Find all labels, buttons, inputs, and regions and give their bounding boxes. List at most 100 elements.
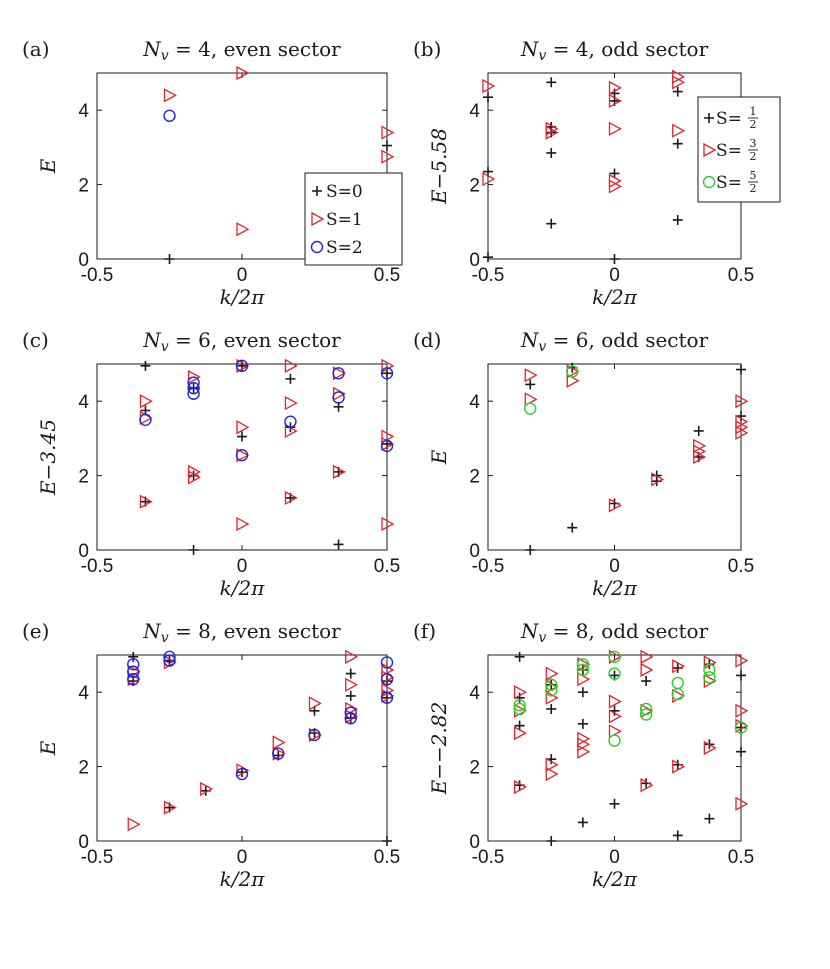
triangle-marker-icon bbox=[311, 211, 325, 227]
y-tick-label: 2 bbox=[78, 176, 89, 197]
data-point-plus bbox=[577, 687, 588, 698]
panel-title: Nv = 6, odd sector bbox=[520, 328, 709, 355]
data-point-triangle bbox=[640, 662, 654, 677]
data-point-triangle bbox=[332, 464, 346, 479]
data-point-circle bbox=[703, 671, 716, 684]
data-point-circle bbox=[380, 691, 394, 704]
data-point-triangle bbox=[545, 757, 559, 772]
data-point-plus bbox=[140, 360, 151, 371]
data-point-triangle bbox=[513, 726, 527, 741]
panel-title: Nv = 4, even sector bbox=[142, 37, 341, 64]
series-circle bbox=[163, 109, 176, 122]
data-point-plus bbox=[382, 836, 392, 846]
data-point-circle bbox=[308, 728, 321, 742]
data-point-triangle bbox=[345, 677, 359, 692]
y-tick-label: 2 bbox=[469, 176, 480, 197]
series-plus bbox=[483, 77, 683, 264]
panel-title: Nv = 6, even sector bbox=[142, 328, 341, 355]
y-axis-label: E−5.58 bbox=[427, 128, 451, 205]
data-point-triangle bbox=[236, 65, 250, 81]
y-axis-label: E bbox=[36, 740, 60, 756]
series-plus bbox=[128, 651, 392, 846]
panel-label: (a) bbox=[22, 37, 50, 61]
series-plus bbox=[525, 362, 746, 555]
data-point-plus bbox=[546, 77, 557, 88]
series-triangle bbox=[482, 69, 686, 194]
x-tick-label: 0.5 bbox=[374, 847, 400, 868]
data-point-plus bbox=[164, 254, 175, 264]
data-point-circle bbox=[332, 367, 345, 380]
x-axis-label: k/2π bbox=[592, 867, 638, 891]
data-point-triangle bbox=[608, 724, 622, 739]
data-point-circle bbox=[734, 721, 748, 734]
data-point-triangle bbox=[381, 429, 395, 444]
data-point-triangle bbox=[236, 763, 250, 778]
data-point-plus bbox=[546, 147, 557, 158]
data-point-triangle bbox=[163, 800, 177, 815]
data-point-plus bbox=[577, 718, 588, 729]
data-point-plus bbox=[736, 746, 746, 757]
data-point-circle bbox=[127, 658, 140, 671]
y-tick-label: 4 bbox=[469, 392, 480, 413]
x-tick-label: 0 bbox=[237, 847, 248, 868]
data-point-triangle bbox=[332, 386, 346, 401]
data-point-triangle bbox=[127, 817, 141, 832]
series-triangle bbox=[139, 358, 395, 532]
data-point-plus bbox=[237, 431, 247, 442]
data-point-plus bbox=[609, 168, 620, 179]
y-tick-label: 0 bbox=[78, 832, 89, 853]
series-triangle bbox=[127, 649, 395, 832]
data-point-plus bbox=[736, 364, 746, 375]
data-point-triangle bbox=[577, 672, 591, 687]
data-point-triangle bbox=[693, 438, 707, 453]
data-point-triangle bbox=[608, 498, 622, 513]
series-plus bbox=[514, 651, 746, 846]
y-tick-label: 2 bbox=[78, 467, 89, 488]
circle-marker-icon bbox=[310, 240, 324, 254]
data-point-triangle bbox=[545, 766, 559, 782]
x-tick-label: 0.5 bbox=[728, 556, 754, 577]
data-point-plus bbox=[483, 252, 493, 263]
y-tick-label: 0 bbox=[78, 541, 89, 562]
data-point-triangle bbox=[672, 123, 686, 138]
legend-a-entry-s2: S=2 bbox=[310, 238, 363, 258]
data-point-plus bbox=[609, 254, 620, 264]
data-point-plus bbox=[672, 86, 683, 97]
data-point-circle bbox=[524, 402, 537, 415]
legend-a-entry-s1: S=1 bbox=[311, 210, 363, 230]
circle-marker-icon bbox=[702, 175, 716, 189]
data-point-circle bbox=[235, 767, 249, 781]
panel-label: (c) bbox=[22, 328, 49, 352]
data-point-triangle bbox=[381, 125, 395, 140]
x-axis-label: k/2π bbox=[592, 576, 638, 600]
x-tick-label: 0.5 bbox=[374, 556, 400, 577]
data-point-triangle bbox=[545, 690, 559, 705]
data-point-plus bbox=[525, 545, 536, 555]
data-point-triangle bbox=[672, 759, 686, 774]
y-tick-label: 4 bbox=[78, 683, 89, 704]
data-point-circle bbox=[344, 706, 357, 719]
data-point-plus bbox=[382, 368, 392, 379]
data-point-plus bbox=[567, 522, 578, 533]
data-point-circle bbox=[380, 656, 394, 669]
data-point-triangle bbox=[672, 659, 686, 674]
y-tick-label: 2 bbox=[469, 467, 480, 488]
legend-a-label-s0: S=0 bbox=[326, 182, 363, 202]
data-point-triangle bbox=[703, 655, 717, 670]
data-point-triangle bbox=[381, 149, 395, 164]
x-axis-label: k/2π bbox=[220, 867, 266, 891]
data-point-triangle bbox=[566, 373, 580, 388]
data-point-circle bbox=[139, 413, 152, 426]
plus-marker-icon bbox=[704, 113, 714, 123]
y-tick-label: 4 bbox=[469, 683, 480, 704]
data-point-plus bbox=[693, 425, 704, 436]
data-point-circle bbox=[608, 650, 621, 664]
x-axis-label: k/2π bbox=[592, 285, 638, 309]
data-point-circle bbox=[608, 734, 621, 747]
data-point-triangle bbox=[513, 779, 527, 795]
